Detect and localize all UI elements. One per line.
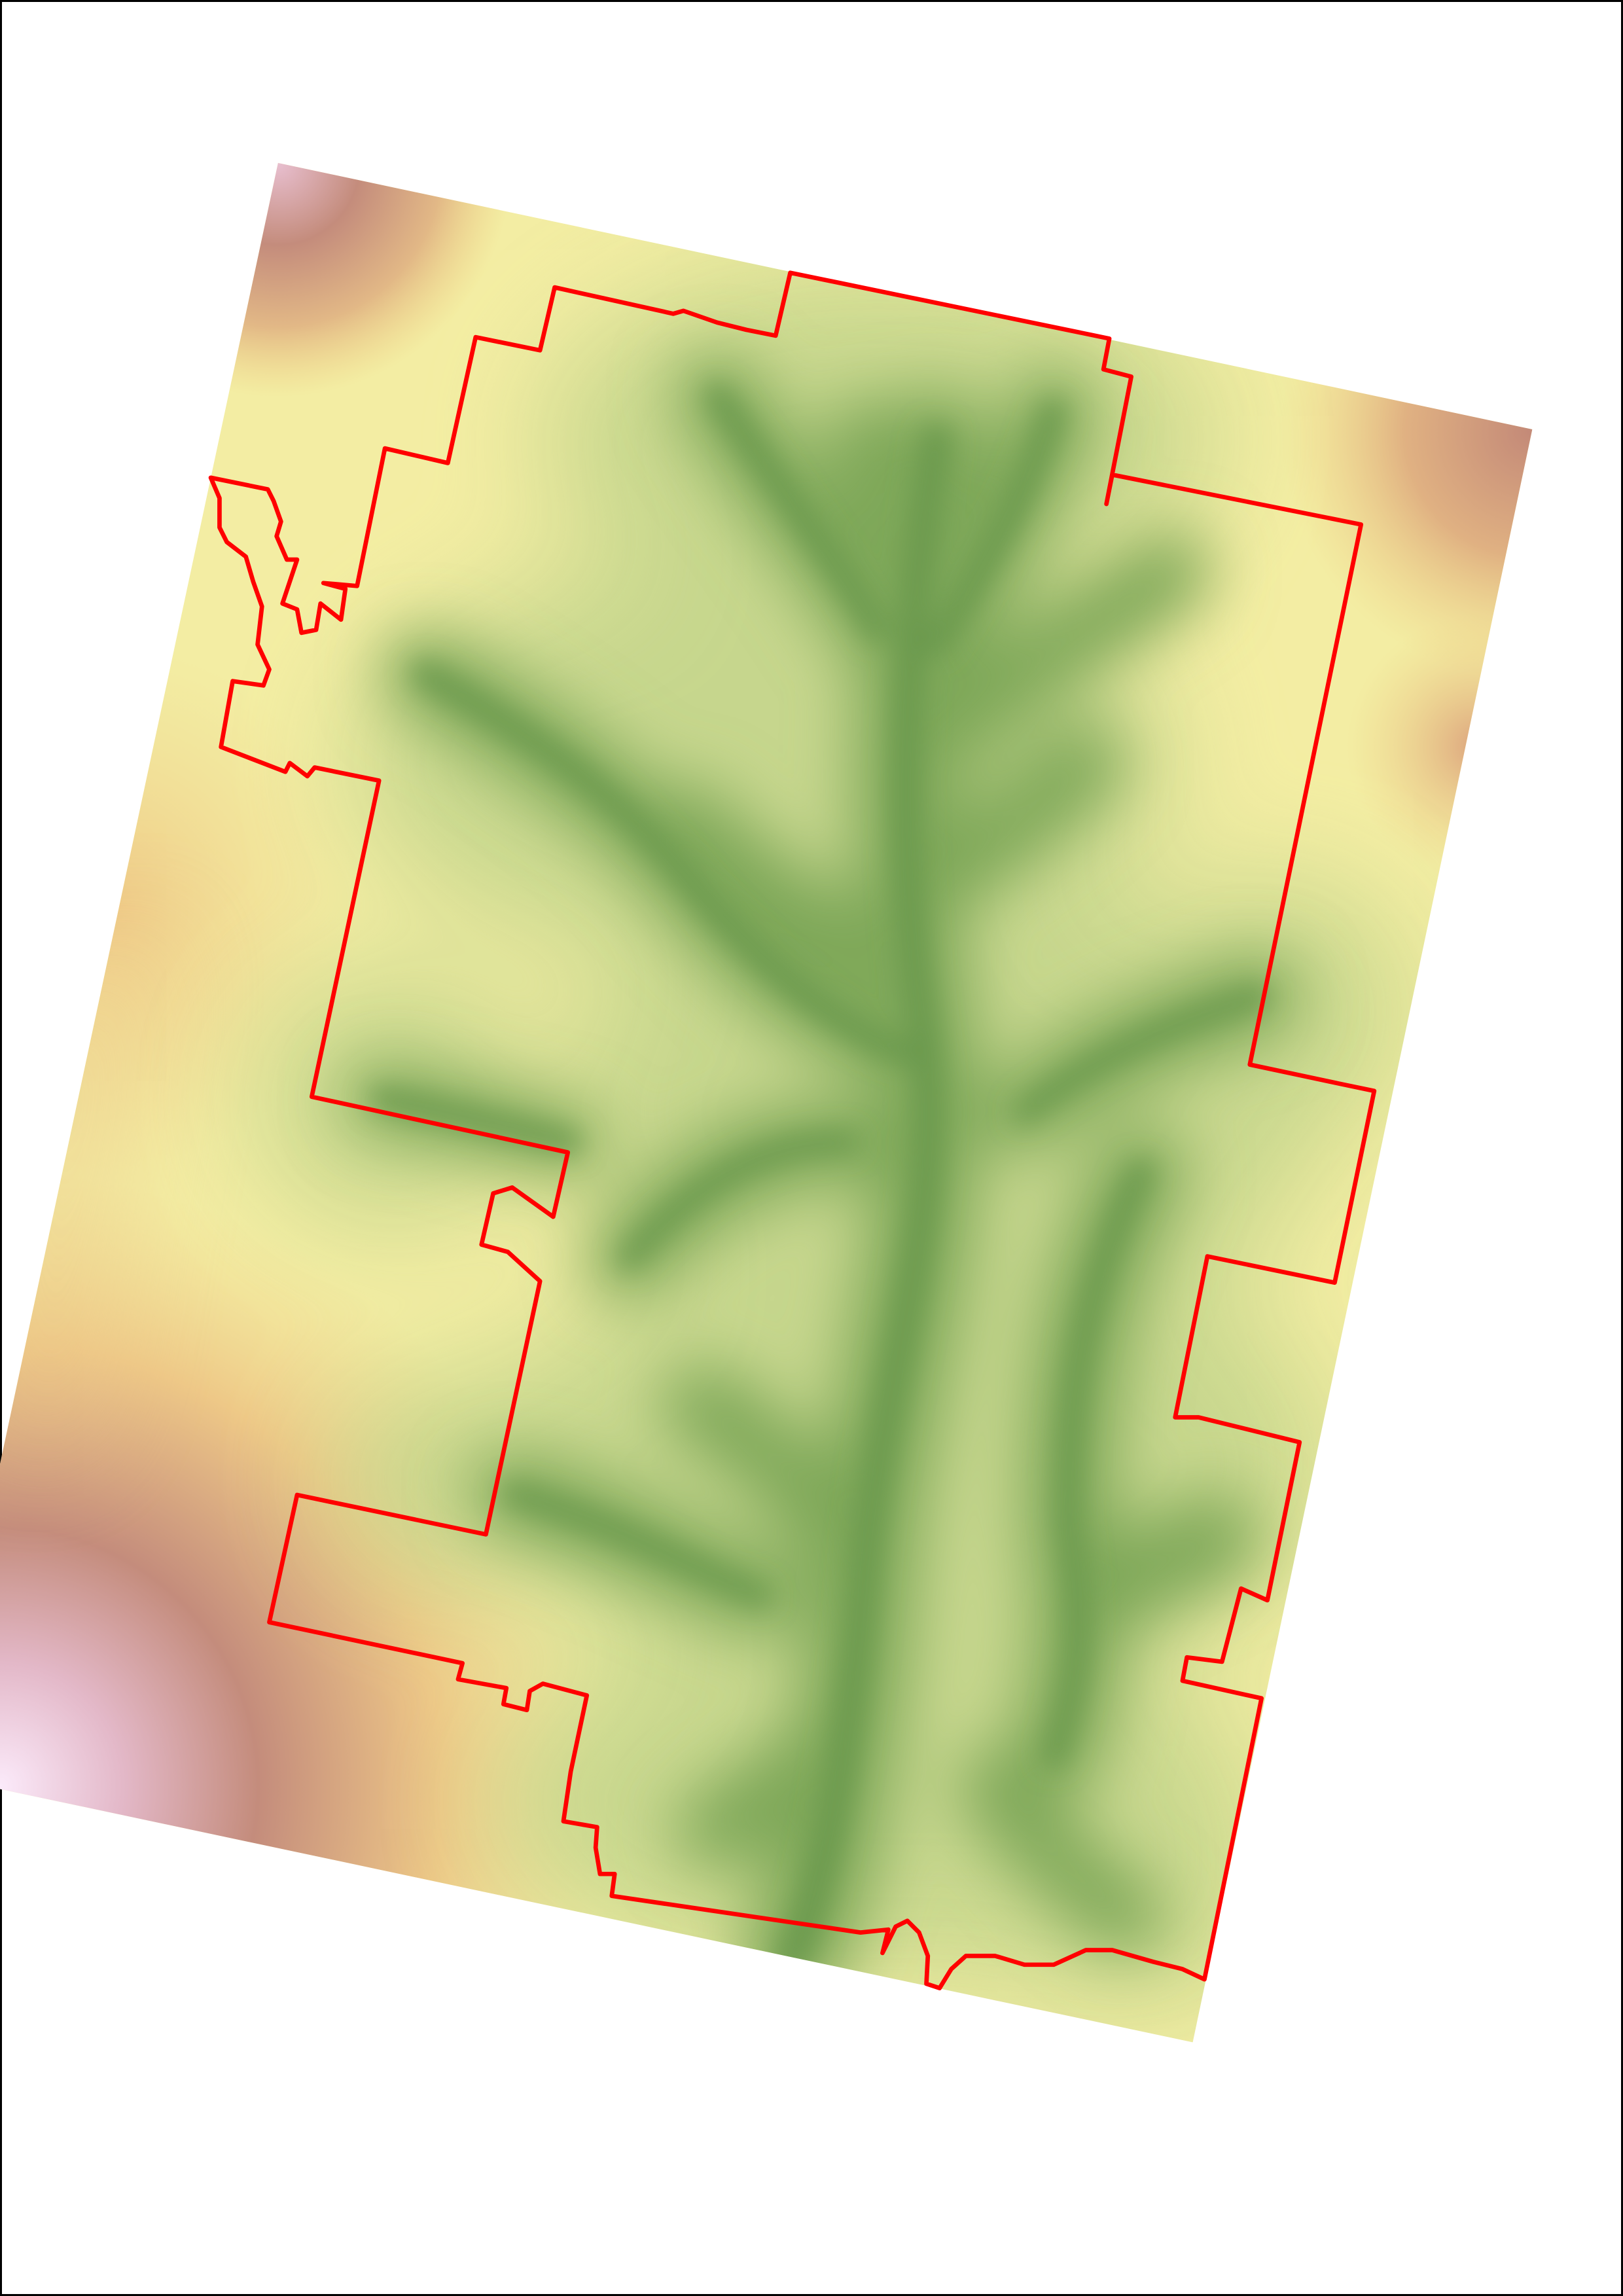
raster-drainage-channels	[370, 384, 1269, 1977]
distance-raster	[0, 163, 1533, 2043]
study-area-boundary	[208, 270, 1377, 1990]
